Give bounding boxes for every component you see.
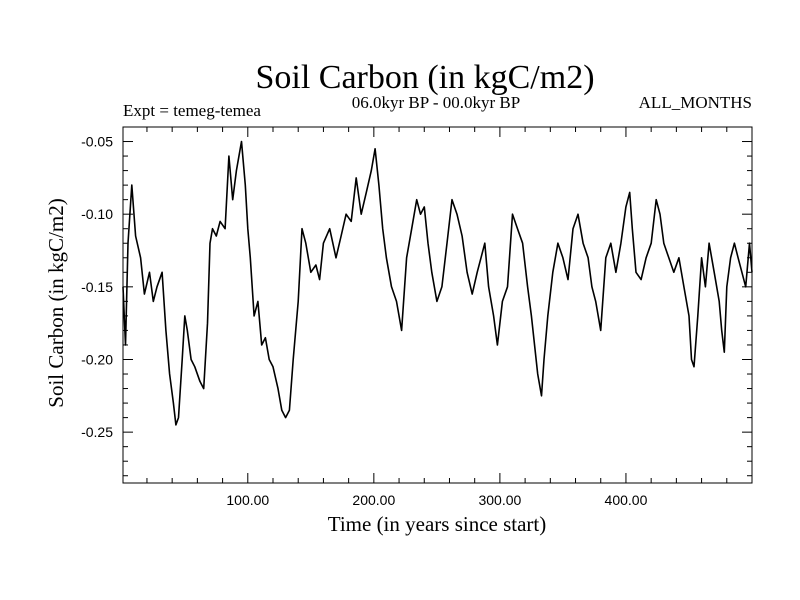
series-layer [122, 140, 753, 426]
time-range-label: 06.0kyr BP - 00.0kyr BP [352, 93, 520, 112]
x-tick-label: 300.00 [478, 492, 521, 508]
plot-frame [122, 126, 753, 484]
x-tick-label: 200.00 [352, 492, 395, 508]
months-label: ALL_MONTHS [639, 93, 752, 112]
y-tick-label: -0.05 [81, 134, 113, 150]
x-tick-label: 100.00 [226, 492, 269, 508]
experiment-label: Expt = temeg-temea [123, 101, 261, 120]
y-tick-label: -0.25 [81, 424, 113, 440]
chart-title: Soil Carbon (in kgC/m2) [255, 59, 594, 96]
series-line [122, 140, 753, 426]
x-tick-label: 400.00 [605, 492, 648, 508]
x-axis-label: Time (in years since start) [328, 512, 547, 536]
axes: 100.00 200.00 300.00 400.00 -0.25 -0.20 -0.15 -… [81, 126, 753, 508]
y-tick-label: -0.20 [81, 351, 113, 367]
y-tick-label: -0.10 [81, 206, 113, 222]
y-tick-label: -0.15 [81, 279, 113, 295]
y-axis-label: Soil Carbon (in kgC/m2) [44, 198, 68, 407]
